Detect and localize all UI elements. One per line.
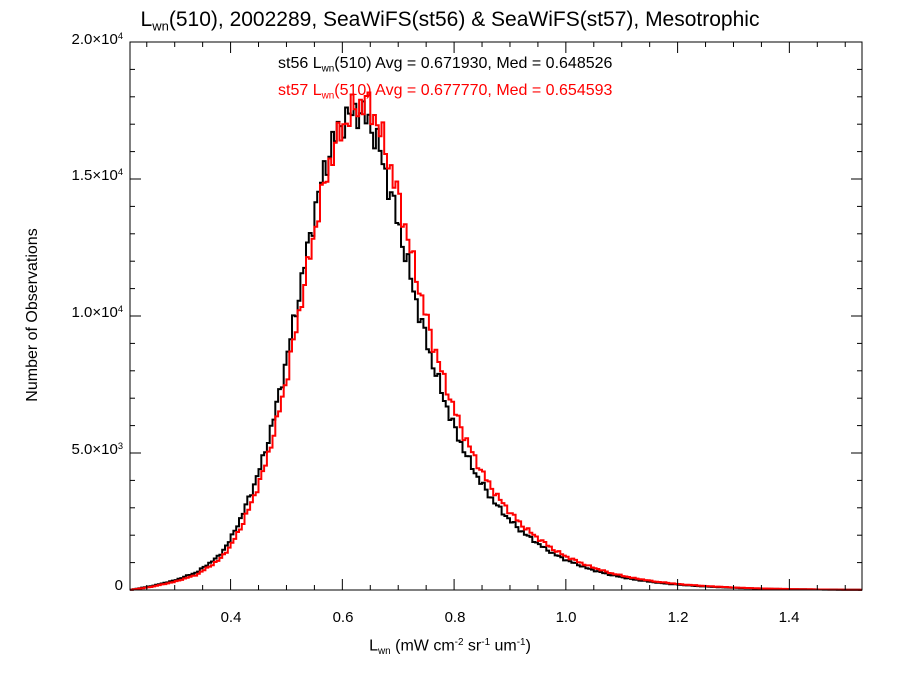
x-tick-label: 1.2 <box>667 609 689 626</box>
x-tick-label: 0.8 <box>444 609 466 626</box>
x-axis-label: Lwn (mW cm-2 sr-1 um-1) <box>369 637 531 657</box>
y-tick-label: 2.0×104 <box>71 31 123 49</box>
series-st57-line <box>130 91 862 591</box>
x-tick-label: 1.0 <box>555 609 577 626</box>
y-tick-label: 5.0×103 <box>71 441 123 459</box>
x-tick-label: 1.4 <box>778 609 800 626</box>
legend-st57-stats: st57 Lwn(510) Avg = 0.677770, Med = 0.65… <box>278 82 613 102</box>
x-tick-label: 0.6 <box>332 609 354 626</box>
x-tick-label: 0.4 <box>220 609 242 626</box>
y-tick-label: 0 <box>114 577 123 595</box>
y-tick-label: 1.5×104 <box>71 167 123 185</box>
y-axis-label: Number of Observations <box>24 228 41 402</box>
legend-st56-stats: st56 Lwn(510) Avg = 0.671930, Med = 0.64… <box>278 55 613 75</box>
series-st56-line <box>130 100 862 591</box>
chart-title: Lwn(510), 2002289, SeaWiFS(st56) & SeaWi… <box>140 8 760 34</box>
plot-frame <box>129 41 863 591</box>
y-tick-label: 1.0×104 <box>71 304 123 322</box>
